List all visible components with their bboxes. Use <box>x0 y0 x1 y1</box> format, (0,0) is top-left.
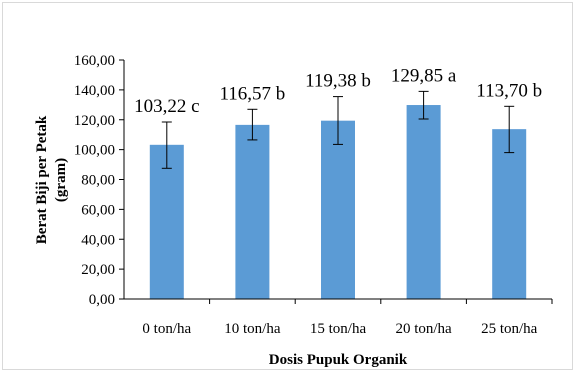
y-tick-label: 60,00 <box>81 202 115 218</box>
y-tick-label: 140,00 <box>74 83 115 99</box>
y-tick-label: 100,00 <box>74 143 115 159</box>
bar <box>492 129 527 299</box>
data-label: 113,70 b <box>476 80 542 101</box>
bars <box>149 105 527 300</box>
chart-frame <box>2 2 573 370</box>
x-axis-ticks: 0 ton/ha 10 ton/ha 15 ton/ha 20 ton/ha 25 to… <box>142 299 553 337</box>
data-label: 116,57 b <box>220 83 286 104</box>
y-tick-label: 80,00 <box>81 173 115 189</box>
x-tick-label: 10 ton/ha <box>224 321 281 337</box>
y-tick-label: 120,00 <box>74 113 115 129</box>
y-tick-label: 20,00 <box>81 262 115 278</box>
x-tick-label: 25 ton/ha <box>481 321 538 337</box>
y-axis-title: Berat Biji per Petak <box>34 115 50 244</box>
data-labels: 103,22 c 116,57 b 119,38 b 129,85 a 113,70 b <box>134 65 542 117</box>
x-axis-title: Dosis Pupuk Organik <box>269 352 408 368</box>
bar <box>149 144 184 299</box>
y-tick-label: 40,00 <box>81 232 115 248</box>
x-tick-label: 20 ton/ha <box>395 321 452 337</box>
data-label: 103,22 c <box>134 96 199 117</box>
y-tick-label: 0,00 <box>89 292 115 308</box>
bar <box>321 120 355 300</box>
data-label: 119,38 b <box>305 71 371 92</box>
y-axis-title-unit: (gram) <box>53 158 69 202</box>
y-tick-label: 160,00 <box>74 53 115 69</box>
bar <box>406 105 441 299</box>
data-label: 129,85 a <box>391 65 457 86</box>
error-bars <box>161 90 515 169</box>
x-tick-label: 15 ton/ha <box>310 321 367 337</box>
x-tick-label: 0 ton/ha <box>142 321 191 337</box>
y-axis-ticks: 0,00 20,00 40,00 60,00 80,00 100,00 120,00 140,… <box>74 53 124 308</box>
bar <box>235 124 270 299</box>
